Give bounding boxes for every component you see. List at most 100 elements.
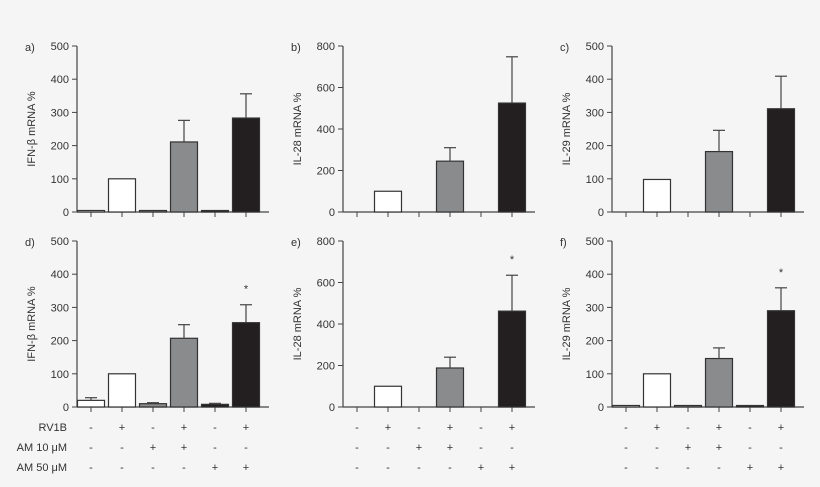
condition-sign: - <box>213 422 217 434</box>
y-tick-label: 300 <box>51 107 69 119</box>
bar <box>642 373 672 408</box>
condition-sign: - <box>748 422 752 434</box>
condition-sign: - <box>779 442 783 454</box>
condition-sign: - <box>510 442 514 454</box>
condition-sign: - <box>89 442 93 454</box>
y-tick-label: 0 <box>598 207 604 219</box>
condition-sign: - <box>151 462 155 474</box>
condition-sign: + <box>416 442 422 454</box>
condition-sign: - <box>686 462 690 474</box>
condition-label: RV1B <box>38 422 67 434</box>
condition-sign: - <box>120 442 124 454</box>
y-tick-label: 0 <box>63 402 69 414</box>
significance-marker: * <box>510 254 515 266</box>
y-tick-label: 100 <box>586 174 604 186</box>
condition-sign: + <box>509 462 515 474</box>
condition-sign: + <box>747 462 753 474</box>
condition-sign: - <box>89 422 93 434</box>
y-axis-label: IFN-β mRNA % <box>26 286 38 362</box>
bar <box>435 367 465 408</box>
condition-sign: + <box>778 462 784 474</box>
condition-sign: - <box>417 422 421 434</box>
condition-sign: + <box>685 442 691 454</box>
condition-sign: - <box>655 442 659 454</box>
panel-label: d) <box>25 237 35 249</box>
condition-sign: - <box>479 442 483 454</box>
condition-sign: - <box>655 462 659 474</box>
y-tick-label: 200 <box>317 166 335 178</box>
condition-sign: - <box>748 442 752 454</box>
condition-sign: - <box>89 462 93 474</box>
condition-sign: - <box>244 442 248 454</box>
condition-sign: - <box>151 422 155 434</box>
bar <box>76 209 106 213</box>
condition-sign: - <box>120 462 124 474</box>
y-tick-label: 500 <box>586 41 604 53</box>
condition-sign: + <box>243 462 249 474</box>
y-tick-label: 200 <box>51 336 69 348</box>
condition-sign: - <box>213 442 217 454</box>
condition-sign: + <box>654 422 660 434</box>
y-tick-label: 500 <box>51 41 69 53</box>
condition-sign: - <box>448 462 452 474</box>
y-tick-label: 100 <box>51 174 69 186</box>
condition-sign: + <box>778 422 784 434</box>
bar <box>611 404 641 408</box>
y-tick-label: 200 <box>51 141 69 153</box>
bar <box>642 178 672 213</box>
significance-marker: * <box>779 267 784 279</box>
significance-marker: * <box>244 284 249 296</box>
bar <box>373 190 403 213</box>
y-axis-label: IL-28 mRNA % <box>292 92 304 165</box>
condition-sign: + <box>385 422 391 434</box>
condition-sign: + <box>716 422 722 434</box>
condition-sign: - <box>355 422 359 434</box>
y-tick-label: 0 <box>63 207 69 219</box>
bar <box>497 102 527 213</box>
condition-label: AM 50 μM <box>17 462 67 474</box>
bar <box>107 373 137 408</box>
y-tick-label: 600 <box>317 83 335 95</box>
bar <box>673 404 703 408</box>
y-tick-label: 400 <box>51 269 69 281</box>
bar <box>704 357 734 408</box>
condition-sign: + <box>716 442 722 454</box>
panel-label: a) <box>25 42 35 54</box>
condition-sign: - <box>355 462 359 474</box>
y-tick-label: 100 <box>586 369 604 381</box>
condition-sign: - <box>624 442 628 454</box>
bar <box>169 337 199 408</box>
bar <box>435 160 465 213</box>
panel-label: c) <box>560 42 569 54</box>
bar <box>766 310 796 408</box>
condition-sign: + <box>478 462 484 474</box>
bar <box>107 178 137 213</box>
condition-sign: - <box>386 462 390 474</box>
y-tick-label: 200 <box>586 336 604 348</box>
condition-sign: - <box>624 462 628 474</box>
condition-sign: + <box>119 422 125 434</box>
y-tick-label: 300 <box>586 107 604 119</box>
condition-sign: - <box>479 422 483 434</box>
bar <box>735 404 765 408</box>
panel-label: e) <box>291 237 301 249</box>
y-tick-label: 400 <box>586 74 604 86</box>
bar <box>200 209 230 213</box>
y-tick-label: 400 <box>317 319 335 331</box>
y-axis-label: IFN-β mRNA % <box>26 91 38 167</box>
y-tick-label: 300 <box>586 302 604 314</box>
bar <box>231 117 261 213</box>
bar <box>138 209 168 213</box>
y-tick-label: 0 <box>598 402 604 414</box>
bar <box>138 403 168 408</box>
condition-sign: - <box>624 422 628 434</box>
bar <box>704 150 734 213</box>
condition-sign: + <box>212 462 218 474</box>
condition-sign: + <box>509 422 515 434</box>
condition-label: AM 10 μM <box>17 442 67 454</box>
y-tick-label: 400 <box>317 124 335 136</box>
y-tick-label: 500 <box>51 236 69 248</box>
y-tick-label: 300 <box>51 302 69 314</box>
bar <box>76 399 106 408</box>
